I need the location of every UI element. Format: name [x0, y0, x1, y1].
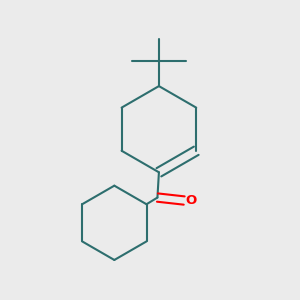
- Text: O: O: [185, 194, 196, 207]
